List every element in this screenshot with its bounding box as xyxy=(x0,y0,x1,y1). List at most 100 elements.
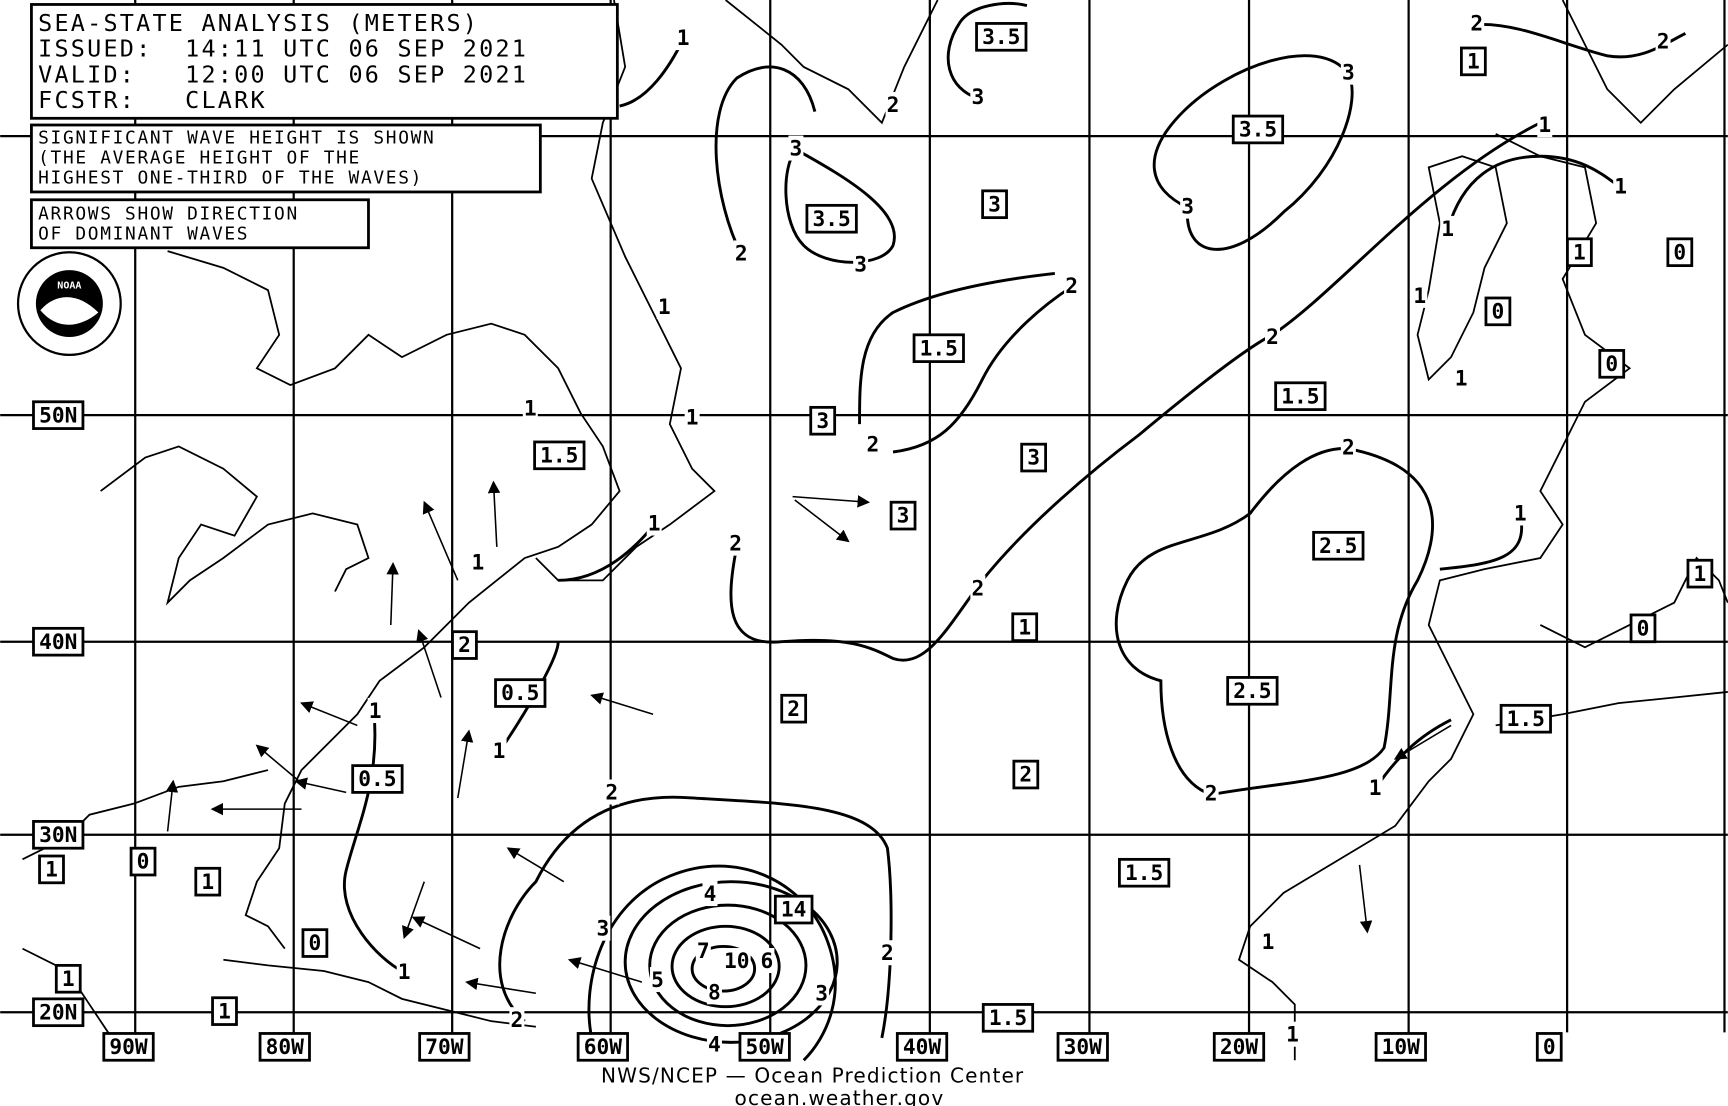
lat-label-box xyxy=(32,820,85,850)
contour-label: 1 xyxy=(398,959,411,984)
wave-height-box xyxy=(451,630,478,660)
contour-label: 1 xyxy=(677,25,690,50)
wave-height: 2 xyxy=(787,696,800,721)
contour-label: 1 xyxy=(471,550,484,575)
wave-height: 1 xyxy=(1694,561,1707,586)
contour-label-bg xyxy=(728,530,744,556)
wave-height-box xyxy=(1598,349,1626,379)
contour-label: 1 xyxy=(1538,112,1551,137)
wave-height: 0.5 xyxy=(501,680,539,705)
contour-label-bg xyxy=(1440,215,1456,241)
wave-height-box xyxy=(1686,558,1714,589)
contour-label-bg xyxy=(1203,780,1219,806)
wave-height-box xyxy=(1012,759,1040,790)
lon-label-box xyxy=(1056,1032,1109,1062)
contour-label-bg xyxy=(509,1007,525,1033)
wave-height-box xyxy=(1666,237,1694,268)
contour-label-bg xyxy=(491,738,507,764)
contour-label: 2 xyxy=(971,575,984,600)
contour-label: 2 xyxy=(1205,781,1218,806)
contour-label: 2 xyxy=(511,1007,524,1032)
wave-height-box xyxy=(129,846,157,877)
contour-label: 2 xyxy=(881,940,894,965)
lon-label-box xyxy=(738,1032,791,1062)
contour-label-bg xyxy=(853,251,869,277)
wave-height-box xyxy=(975,22,1028,52)
note: OF DOMINANT WAVES xyxy=(38,223,249,244)
forecaster: FCSTR: CLARK xyxy=(38,86,267,114)
contour-label: 2 xyxy=(1470,11,1483,36)
contour-label-bg xyxy=(1412,282,1428,308)
contour-label-bg xyxy=(675,25,691,51)
wave-height-box xyxy=(809,405,837,436)
wave-height-box xyxy=(1118,857,1171,888)
footer: NWS/NCEP — Ocean Prediction Center xyxy=(601,1063,1024,1087)
contour-label: 1 xyxy=(1514,500,1527,525)
wave-height: 2 xyxy=(458,632,471,657)
wave-height-box xyxy=(351,764,404,794)
contour-label: 2 xyxy=(1065,273,1078,298)
contour-label-bg xyxy=(814,980,830,1006)
lon-label: 0 xyxy=(1543,1034,1556,1059)
wave-height: 3.5 xyxy=(982,24,1020,49)
contour-label: 1 xyxy=(493,738,506,763)
coastlines xyxy=(22,0,1728,1061)
contour-label-bg xyxy=(970,575,986,601)
note: HIGHEST ONE-THIRD OF THE WAVES) xyxy=(38,168,423,189)
contour-label: 3 xyxy=(815,980,828,1005)
contour-label: 2 xyxy=(729,531,742,556)
wave-height-box xyxy=(1312,530,1365,561)
contour-label-bg xyxy=(1367,775,1383,801)
contour-label: 1 xyxy=(1455,365,1468,390)
contour-label-bg xyxy=(1469,10,1485,36)
wave-height: 0 xyxy=(1673,239,1686,264)
note: SIGNIFICANT WAVE HEIGHT IS SHOWN xyxy=(38,127,435,148)
contour-label-bg xyxy=(470,549,486,575)
contour-label: 1 xyxy=(1286,1022,1299,1047)
contour-label-bg xyxy=(885,92,901,118)
wave-height-box xyxy=(1011,612,1039,643)
contour-label: 2 xyxy=(1657,28,1670,53)
wave-height-box xyxy=(773,894,814,925)
wave-height: 1.5 xyxy=(1125,860,1163,885)
lon-label: 30W xyxy=(1064,1034,1103,1059)
wave-height: 0.5 xyxy=(358,766,396,791)
note: (THE AVERAGE HEIGHT OF THE xyxy=(38,147,361,168)
wave-height: 3 xyxy=(897,503,910,528)
contour-label-bg xyxy=(1285,1021,1301,1047)
contour-label-bg xyxy=(1340,434,1356,460)
contour-label: 1 xyxy=(1614,173,1627,198)
wave-height-box xyxy=(54,963,82,994)
issued: ISSUED: 14:11 UTC 06 SEP 2021 xyxy=(38,35,528,63)
contour-label-bg xyxy=(1512,500,1528,526)
contour-label-bg xyxy=(1613,173,1629,199)
contour-label-bg xyxy=(865,431,881,457)
contour-label: 2 xyxy=(867,431,880,456)
lat-label: 50N xyxy=(39,402,77,427)
lon-label: 70W xyxy=(425,1034,464,1059)
wave-height: 0 xyxy=(137,849,150,874)
contour-label: 4 xyxy=(704,881,717,906)
wave-height: 0 xyxy=(1605,351,1618,376)
contour-label-bg xyxy=(706,1031,722,1057)
lon-label: 80W xyxy=(266,1034,305,1059)
footer: ocean.weather.gov xyxy=(735,1086,945,1106)
contour-label-bg xyxy=(595,915,611,941)
wave-height: 3.5 xyxy=(812,206,850,231)
contour-label: 1 xyxy=(369,698,382,723)
contour-label: 1 xyxy=(686,405,699,430)
contour-label-bg xyxy=(879,940,895,966)
wave-height: 3 xyxy=(1027,445,1040,470)
contour-label: 1 xyxy=(658,294,671,319)
contour-label: 2 xyxy=(605,780,618,805)
contour-label-bg xyxy=(656,294,672,320)
wave-height: 1 xyxy=(201,869,214,894)
labels: 50N 40N 30N 20N 90W 80W 70W 60W 50W 40W 30W 20W 10W 0… xyxy=(32,10,1714,1062)
contour-label-bg xyxy=(722,948,751,974)
contour-label: 3 xyxy=(1342,60,1355,85)
wave-height: 1.5 xyxy=(1281,383,1319,408)
wave-height-box xyxy=(1566,237,1593,268)
wave-height: 3.5 xyxy=(1239,117,1277,142)
contour-label: 3 xyxy=(854,252,867,277)
contour-label: 1 xyxy=(1262,929,1275,954)
